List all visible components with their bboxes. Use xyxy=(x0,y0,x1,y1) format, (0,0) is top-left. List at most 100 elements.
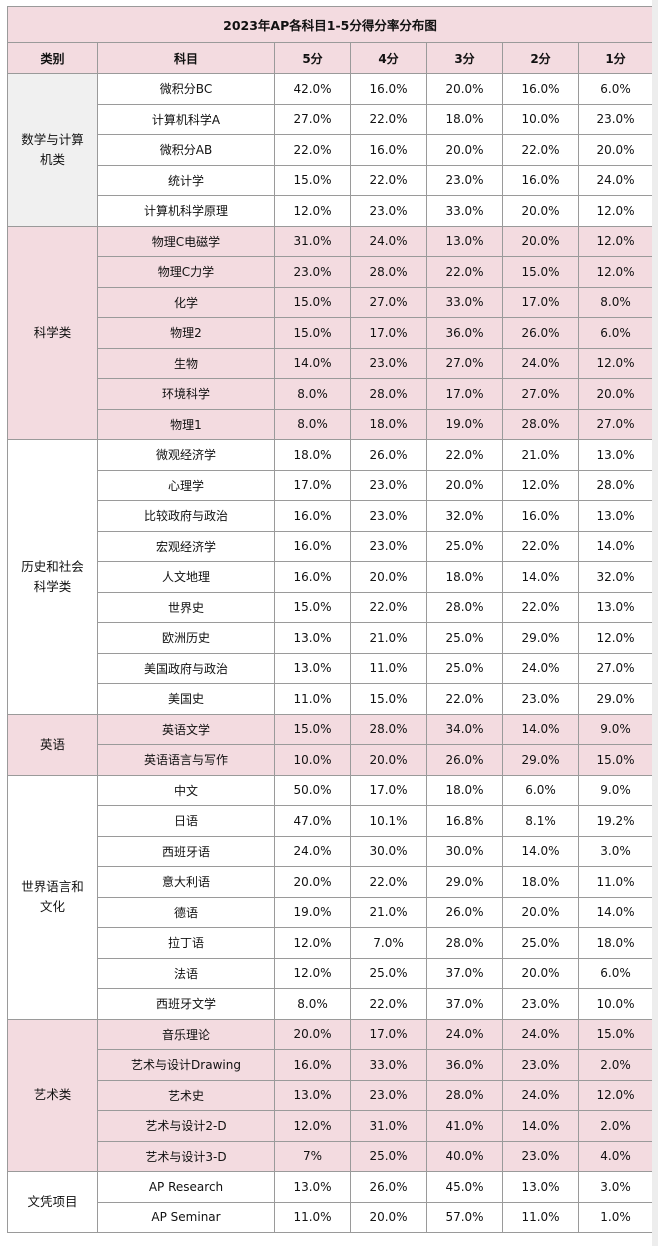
score-3-cell: 33.0% xyxy=(426,195,503,227)
score-5-cell: 15.0% xyxy=(274,713,351,745)
score-3-cell: 40.0% xyxy=(426,1140,503,1172)
subject-cell: 西班牙文学 xyxy=(97,988,275,1020)
subject-cell: 宏观经济学 xyxy=(97,530,275,562)
category-cell: 历史和社会科学类 xyxy=(7,439,98,715)
subject-cell: 世界史 xyxy=(97,591,275,623)
score-3-cell: 45.0% xyxy=(426,1171,503,1203)
subject-cell: 化学 xyxy=(97,286,275,318)
score-1-cell: 32.0% xyxy=(577,561,654,593)
subject-cell: AP Seminar xyxy=(97,1201,275,1233)
score-5-cell: 22.0% xyxy=(274,134,351,166)
score-4-cell: 24.0% xyxy=(350,225,427,257)
score-3-cell: 23.0% xyxy=(426,164,503,196)
score-3-cell: 22.0% xyxy=(426,256,503,288)
score-1-cell: 15.0% xyxy=(577,744,654,776)
table-row: 美国史 11.0% 15.0% 22.0% 23.0% 29.0% xyxy=(8,683,654,715)
right-gutter xyxy=(652,0,658,1246)
score-4-cell: 17.0% xyxy=(350,774,427,806)
score-4-cell: 22.0% xyxy=(350,866,427,898)
table-row: 数学与计算机类 微积分BC 42.0% 16.0% 20.0% 16.0% 6.0% xyxy=(7,73,654,227)
score-4-cell: 22.0% xyxy=(350,591,427,623)
score-2-cell: 24.0% xyxy=(502,652,579,684)
score-2-cell: 14.0% xyxy=(502,835,579,867)
score-2-cell: 14.0% xyxy=(502,561,579,593)
table-row: 美国政府与政治 13.0% 11.0% 25.0% 24.0% 27.0% xyxy=(8,652,654,684)
score-4-cell: 23.0% xyxy=(350,500,427,532)
score-1-cell: 13.0% xyxy=(577,439,654,471)
score-5-cell: 11.0% xyxy=(274,1201,351,1233)
score-5-cell: 18.0% xyxy=(274,439,351,471)
score-1-cell: 15.0% xyxy=(577,1018,654,1050)
score-4-cell: 17.0% xyxy=(350,1018,427,1050)
table-row: 宏观经济学 16.0% 23.0% 25.0% 22.0% 14.0% xyxy=(8,530,654,562)
table-row: 微积分AB 22.0% 16.0% 20.0% 22.0% 20.0% xyxy=(8,134,654,166)
score-1-cell: 8.0% xyxy=(577,286,654,318)
score-4-cell: 20.0% xyxy=(350,744,427,776)
score-4-cell: 10.1% xyxy=(350,805,427,837)
score-3-cell: 20.0% xyxy=(426,73,503,105)
score-4-cell: 30.0% xyxy=(350,835,427,867)
table-body: 2023年AP各科目1-5分得分率分布图 类别 科目 5分 4分 3分 2分 1… xyxy=(6,6,654,1233)
score-5-cell: 19.0% xyxy=(274,896,351,928)
score-2-cell: 17.0% xyxy=(502,286,579,318)
subject-cell: 意大利语 xyxy=(97,866,275,898)
score-5-cell: 20.0% xyxy=(274,1018,351,1050)
score-4-cell: 16.0% xyxy=(350,73,427,105)
score-5-cell: 8.0% xyxy=(274,378,351,410)
score-5-cell: 16.0% xyxy=(274,500,351,532)
score-3-cell: 25.0% xyxy=(426,530,503,562)
score-4-cell: 20.0% xyxy=(350,1201,427,1233)
score-3-cell: 13.0% xyxy=(426,225,503,257)
subject-cell: 心理学 xyxy=(97,469,275,501)
subject-cell: 环境科学 xyxy=(97,378,275,410)
score-5-cell: 50.0% xyxy=(274,774,351,806)
score-3-cell: 22.0% xyxy=(426,683,503,715)
score-1-cell: 4.0% xyxy=(577,1140,654,1172)
score-3-cell: 32.0% xyxy=(426,500,503,532)
table-row: 统计学 15.0% 22.0% 23.0% 16.0% 24.0% xyxy=(8,164,654,196)
score-3-cell: 27.0% xyxy=(426,347,503,379)
score-5-cell: 16.0% xyxy=(274,561,351,593)
subject-cell: 德语 xyxy=(97,896,275,928)
score-4-cell: 31.0% xyxy=(350,1110,427,1142)
category-cell: 世界语言和文化 xyxy=(7,774,98,1020)
score-4-cell: 20.0% xyxy=(350,561,427,593)
score-5-cell: 13.0% xyxy=(274,652,351,684)
score-5-cell: 15.0% xyxy=(274,591,351,623)
subject-cell: 人文地理 xyxy=(97,561,275,593)
score-4-cell: 17.0% xyxy=(350,317,427,349)
score-2-cell: 20.0% xyxy=(502,896,579,928)
category-cell: 数学与计算机类 xyxy=(7,73,98,227)
score-2-cell: 15.0% xyxy=(502,256,579,288)
score-4-cell: 23.0% xyxy=(350,347,427,379)
score-2-cell: 25.0% xyxy=(502,927,579,959)
score-5-cell: 42.0% xyxy=(274,73,351,105)
score-2-cell: 24.0% xyxy=(502,1079,579,1111)
subject-cell: 艺术与设计3-D xyxy=(97,1140,275,1172)
score-3-cell: 16.8% xyxy=(426,805,503,837)
score-4-cell: 22.0% xyxy=(350,988,427,1020)
table-row: 物理C力学 23.0% 28.0% 22.0% 15.0% 12.0% xyxy=(8,256,654,288)
score-1-cell: 12.0% xyxy=(577,225,654,257)
score-4-cell: 25.0% xyxy=(350,1140,427,1172)
score-5-cell: 47.0% xyxy=(274,805,351,837)
score-1-cell: 18.0% xyxy=(577,927,654,959)
score-3-cell: 34.0% xyxy=(426,713,503,745)
subject-cell: 英语文学 xyxy=(97,713,275,745)
table-row: 比较政府与政治 16.0% 23.0% 32.0% 16.0% 13.0% xyxy=(8,500,654,532)
score-3-cell: 26.0% xyxy=(426,896,503,928)
score-3-cell: 41.0% xyxy=(426,1110,503,1142)
subject-cell: 艺术史 xyxy=(97,1079,275,1111)
score-1-cell: 11.0% xyxy=(577,866,654,898)
score-5-cell: 14.0% xyxy=(274,347,351,379)
table-row: 英语语言与写作 10.0% 20.0% 26.0% 29.0% 15.0% xyxy=(8,744,654,776)
score-2-cell: 28.0% xyxy=(502,408,579,440)
score-3-cell: 17.0% xyxy=(426,378,503,410)
subject-cell: 日语 xyxy=(97,805,275,837)
subject-cell: 物理2 xyxy=(97,317,275,349)
score-4-cell: 27.0% xyxy=(350,286,427,318)
score-2-cell: 29.0% xyxy=(502,622,579,654)
subject-cell: 法语 xyxy=(97,957,275,989)
table-row: 世界语言和文化 中文 50.0% 17.0% 18.0% 6.0% 9.0% xyxy=(7,774,654,1020)
score-3-cell: 28.0% xyxy=(426,1079,503,1111)
